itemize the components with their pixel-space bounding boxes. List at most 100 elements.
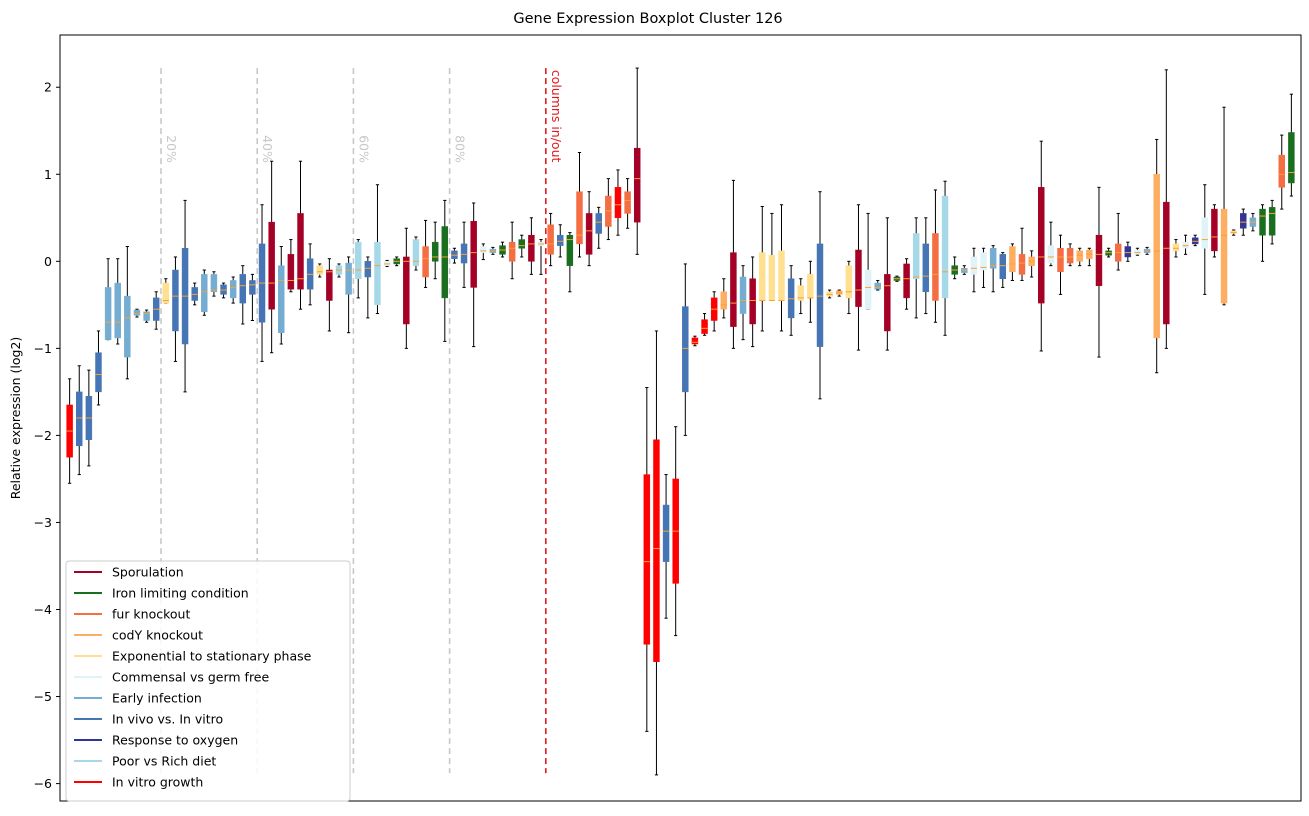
box-item [1143,246,1151,255]
box-body [633,147,641,223]
box-body [874,282,881,290]
box-item [941,180,949,336]
legend-label: In vitro growth [112,775,203,790]
box-item [191,282,198,306]
box-body [1211,208,1218,252]
box-body [278,265,285,333]
box-item [1211,204,1218,258]
box-body [76,391,83,447]
box-body [653,439,660,662]
box-item [653,330,660,776]
box-body [518,239,525,249]
y-tick-label: −3 [34,515,52,530]
box-item [576,152,583,258]
box-item [162,278,170,304]
box-item [85,369,93,467]
box-body [1163,201,1170,325]
box-item [393,256,400,267]
box-body [643,474,651,645]
box-item [1182,234,1189,255]
box-item [605,178,612,241]
box-item [1172,239,1180,258]
box-item [508,221,516,280]
axis-layer: −6 −5 −4 −3 −2 −1 0 1 2 [34,34,1302,802]
box-item [739,265,747,341]
box-item [922,217,930,315]
box-body [268,221,275,310]
legend-label: Response to oxygen [112,733,238,748]
box-item [903,258,910,310]
box-item [114,258,121,345]
box-item [441,199,449,342]
box-item [1201,184,1209,295]
box-item [807,260,814,323]
box-body [403,256,410,325]
box-body [941,195,949,299]
box-body [566,234,574,266]
box-body [1009,246,1016,273]
box-body [162,282,170,304]
box-body [912,233,920,279]
box-body [364,261,372,278]
box-item [624,178,631,229]
box-item [1288,93,1295,197]
box-item [845,260,853,315]
box-item [1057,234,1064,295]
box-body [297,213,304,290]
box-item [278,246,285,345]
box-item [354,239,362,299]
box-body [759,252,766,301]
box-body [739,276,747,314]
legend-label: fur knockout [112,607,190,622]
percentile-label: 60% [356,135,371,163]
box-body [922,243,930,293]
box-item [124,246,131,380]
box-item [1066,243,1074,267]
percentile-label: 80% [453,135,468,163]
box-body [1076,250,1083,262]
box-body [1172,243,1180,252]
box-item [816,191,824,400]
box-body [480,246,487,253]
box-body [1268,207,1276,236]
box-body [682,306,689,393]
box-item [1009,243,1016,281]
box-item [768,212,776,301]
box-body [354,241,362,279]
box-item [431,221,439,280]
box-body [1066,248,1074,264]
box-body [576,191,583,245]
box-item [249,273,256,322]
y-tick-label: 0 [44,254,52,269]
box-item [1134,247,1141,256]
box-item [1047,221,1055,267]
box-item [76,365,83,476]
box-body [1153,174,1160,339]
box-body [980,252,987,271]
box-item [1191,234,1199,247]
box-item [778,204,785,332]
box-body [816,243,824,347]
box-item [1124,241,1132,262]
box-item [1018,227,1026,281]
box-item [66,378,73,484]
box-body [133,309,141,316]
box-body [585,213,593,255]
box-item [345,256,352,334]
box-item [470,202,477,348]
box-item [364,256,372,319]
box-body [143,311,150,321]
box-item [210,271,218,297]
box-body [460,243,468,264]
legend-label: In vivo vs. In vitro [112,712,223,727]
box-item [672,426,679,637]
box-item [980,247,987,288]
box-body [1038,187,1045,304]
box-item [633,67,641,255]
box-body [884,274,891,332]
box-body [114,282,121,339]
box-item [201,269,208,316]
box-body [316,265,323,275]
box-body [239,274,247,304]
